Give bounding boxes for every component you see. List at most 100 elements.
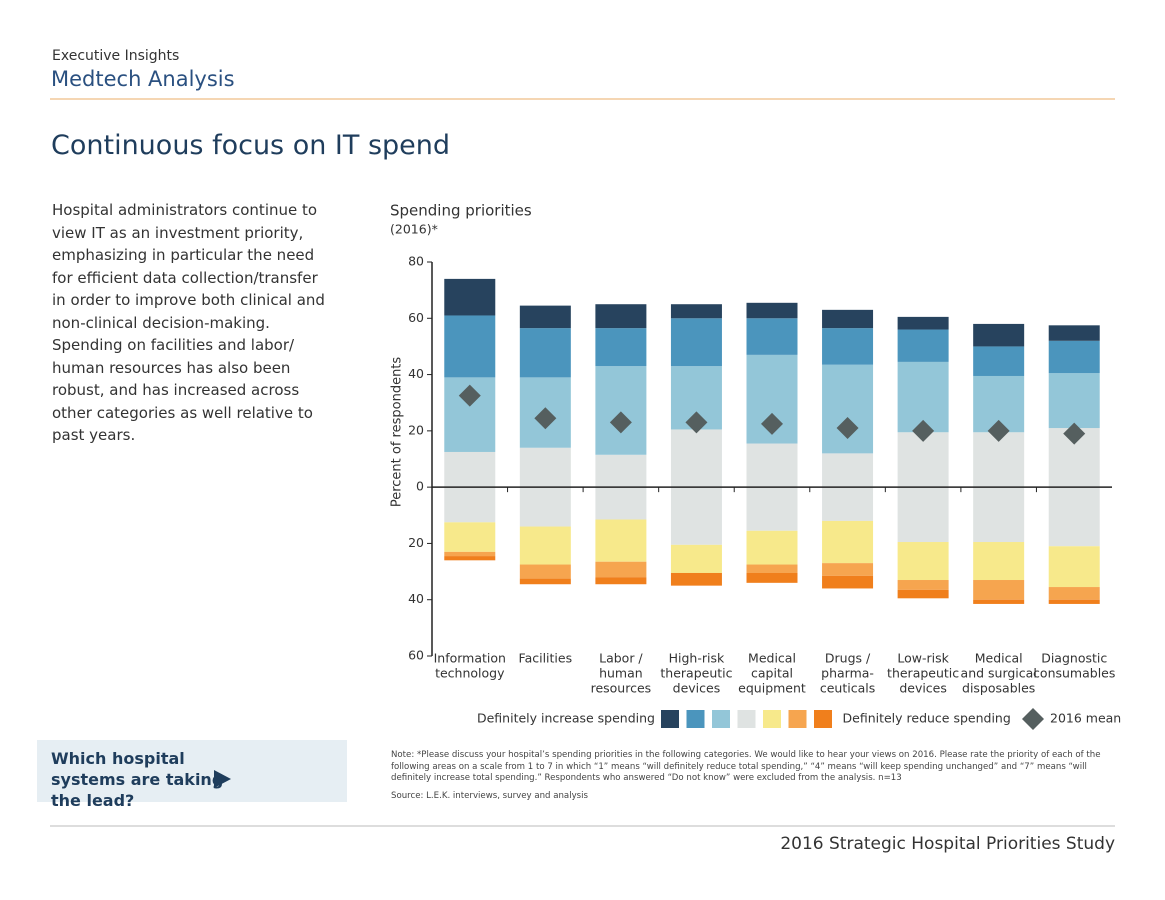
bar-segment — [1048, 325, 1100, 341]
bar-segment — [897, 589, 949, 599]
x-tick-label: and surgical — [961, 666, 1037, 681]
bar-segment — [595, 577, 647, 585]
legend-swatch — [712, 710, 730, 728]
bar-segment — [897, 580, 949, 590]
bar-segment — [746, 572, 798, 583]
chart-title: Spending priorities — [390, 202, 532, 220]
body-text: Hospital administrators continue to view… — [52, 201, 325, 444]
footer: 2016 Strategic Hospital Priorities Study — [780, 834, 1115, 854]
bar-segment — [1048, 546, 1100, 588]
x-tick-label: devices — [899, 681, 947, 696]
bar-segment — [746, 318, 798, 355]
y-tick-label: 40 — [408, 591, 424, 606]
bar-segment — [822, 520, 874, 564]
x-tick-label: Diagnostic — [1041, 651, 1107, 666]
bar-segment — [1048, 599, 1100, 604]
bar-segment — [973, 346, 1025, 376]
bar-segment — [822, 563, 874, 576]
legend-mean-marker — [1022, 708, 1044, 730]
y-tick-label: 40 — [408, 366, 424, 381]
legend-swatch — [814, 710, 832, 728]
mean-marker — [534, 407, 557, 430]
bar-segment — [519, 328, 571, 378]
x-tick-label: human — [599, 666, 643, 681]
callout-box — [37, 740, 347, 802]
mean-marker — [761, 412, 783, 435]
legend-swatch — [686, 710, 705, 728]
mean-marker — [912, 419, 935, 442]
bar-segment — [519, 578, 571, 585]
chart-subtitle: (2016)* — [390, 222, 438, 237]
legend-label: Definitely reduce spending — [843, 711, 1011, 726]
bar-segment — [595, 366, 647, 455]
bar-segment — [595, 561, 647, 578]
bar-segment — [595, 304, 647, 329]
bar-segment — [822, 575, 874, 589]
bar-segment — [973, 323, 1025, 347]
mean-marker — [1063, 422, 1086, 445]
legend-label: 2016 mean — [1050, 711, 1121, 726]
bar-segment — [1048, 587, 1100, 600]
bar-segment — [519, 564, 571, 579]
bar-segment — [897, 542, 949, 581]
x-tick-label: Labor / — [599, 651, 643, 666]
bar-segment — [444, 278, 496, 316]
x-tick-label: Medical — [975, 651, 1023, 666]
bar-segment — [746, 302, 798, 319]
x-tick-label: equipment — [738, 681, 806, 696]
mean-marker — [609, 411, 632, 434]
y-tick-label: 20 — [408, 535, 424, 550]
x-tick-label: Medical — [748, 651, 796, 666]
bar-segment — [973, 580, 1025, 600]
bar-segment — [746, 530, 798, 565]
mean-marker — [987, 419, 1010, 442]
bar-segment — [670, 318, 722, 367]
bar-segment — [444, 551, 496, 557]
bar-segment — [897, 316, 949, 330]
y-axis-label: Percent of respondents — [390, 357, 405, 508]
bar-segment — [444, 522, 496, 552]
legend-swatch — [737, 710, 756, 728]
x-tick-label: Drugs / — [825, 651, 871, 666]
bar-segment — [595, 519, 647, 562]
bar-segment — [822, 364, 874, 454]
legend-swatch — [763, 710, 781, 728]
section: Medtech Analysis — [51, 67, 235, 91]
note: Note: *Please discuss your hospital’s sp… — [391, 750, 1101, 783]
x-tick-label: consumables — [1033, 666, 1115, 681]
bar-segment — [1048, 340, 1100, 374]
bar-segment — [746, 564, 798, 573]
x-tick-label: disposables — [962, 681, 1035, 696]
bar-segment — [519, 305, 571, 329]
x-tick-label: therapeutic — [887, 666, 959, 681]
callout-arrow — [214, 770, 231, 788]
y-tick-label: 0 — [416, 479, 424, 494]
y-tick-label: 60 — [408, 648, 424, 663]
y-tick-label: 80 — [408, 254, 424, 269]
mean-marker — [685, 411, 708, 434]
x-tick-label: devices — [673, 681, 721, 696]
bar-segment — [670, 544, 722, 573]
page-title: Continuous focus on IT spend — [51, 130, 451, 161]
bar-segment — [670, 304, 722, 319]
callout-text[interactable]: Which hospital systems are taking the le… — [51, 749, 224, 810]
x-tick-label: Facilities — [519, 651, 573, 666]
bar-segment — [1048, 373, 1100, 429]
x-tick-label: High-risk — [669, 651, 725, 666]
x-tick-label: resources — [591, 681, 652, 696]
legend-swatch — [661, 710, 679, 728]
y-tick-label: 20 — [408, 422, 424, 437]
x-tick-label: Low-risk — [897, 651, 949, 666]
bar-segment — [670, 572, 722, 586]
legend-swatch — [788, 710, 807, 728]
legend-label: Definitely increase spending — [477, 711, 655, 726]
x-tick-label: pharma- — [821, 666, 874, 681]
bar-segment — [444, 315, 496, 378]
x-tick-label: technology — [435, 666, 505, 681]
x-tick-label: ceuticals — [820, 681, 875, 696]
x-tick-label: therapeutic — [660, 666, 732, 681]
bar-segment — [519, 526, 571, 565]
bar-segment — [444, 556, 496, 561]
